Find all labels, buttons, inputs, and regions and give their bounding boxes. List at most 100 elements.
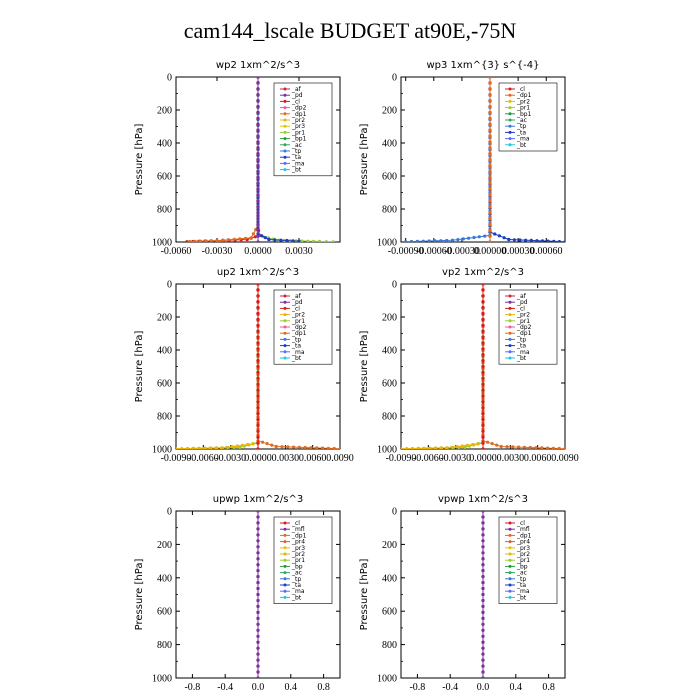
legend-marker: [508, 325, 512, 329]
series-marker: [256, 234, 260, 238]
series-marker: [185, 447, 189, 449]
series-marker: [256, 99, 260, 103]
series-marker: [286, 445, 290, 449]
x-tick-label: 0.00060: [530, 246, 563, 257]
x-tick-label: 0.0: [252, 682, 265, 693]
y-tick-label: 1000: [152, 674, 172, 685]
series-marker: [256, 598, 260, 603]
series-marker: [421, 239, 425, 242]
legend-marker: [508, 533, 512, 537]
series-line-dp1: [189, 77, 259, 242]
x-tick-label: -0.0060: [413, 453, 444, 464]
series-marker: [256, 311, 260, 316]
x-tick-label: 0.4: [510, 682, 523, 693]
series-marker: [256, 563, 260, 567]
series-marker: [481, 417, 485, 422]
series-marker: [405, 447, 409, 449]
legend-label: _mfl: [291, 526, 305, 533]
series-marker: [300, 239, 304, 242]
legend-label: _pr2: [291, 551, 305, 558]
series-marker: [256, 539, 260, 543]
series-marker: [256, 122, 260, 126]
series-marker: [256, 353, 260, 357]
series-marker: [433, 239, 437, 242]
legend-label: _pr3: [291, 123, 305, 130]
series-marker: [481, 429, 485, 433]
y-axis-label: Pressure [hPa]: [134, 559, 145, 631]
legend-marker: [508, 589, 512, 593]
series-marker: [546, 239, 550, 242]
y-tick-label: 800: [157, 640, 172, 651]
panel-0: wp2 1xm^2/s^3 Pressure [hPa] 0 200 400 600 800…: [134, 60, 341, 257]
series-marker: [488, 81, 492, 85]
legend-label: _tp: [291, 336, 301, 343]
series-marker: [256, 93, 260, 97]
series-marker: [226, 238, 230, 242]
series-marker: [481, 376, 485, 380]
series-marker: [263, 236, 267, 240]
series-marker: [256, 216, 260, 220]
legend-marker: [283, 350, 287, 354]
series-marker: [488, 157, 492, 162]
legend-label: _af: [291, 86, 302, 93]
series-marker: [471, 443, 475, 447]
y-tick-label: 800: [382, 640, 397, 651]
series-marker: [488, 77, 492, 79]
legend-marker: [283, 595, 287, 599]
series-marker: [481, 646, 485, 650]
series-marker: [488, 128, 492, 132]
y-tick-label: 400: [382, 139, 397, 150]
series-marker: [481, 521, 485, 525]
x-tick-label: 0.8: [317, 682, 330, 693]
series-marker: [256, 181, 260, 185]
series-marker: [488, 222, 492, 226]
series-marker: [274, 444, 278, 449]
panel-title: vpwp 1xm^2/s^3: [438, 494, 528, 505]
y-tick-label: 600: [382, 607, 397, 618]
series-marker: [512, 238, 517, 242]
series-marker: [256, 341, 260, 345]
series-marker: [285, 238, 289, 242]
x-tick-label: -0.0060: [188, 453, 219, 464]
legend-marker: [283, 331, 287, 335]
x-tick-label: 0.00000: [474, 246, 507, 257]
legend-label: _tp: [516, 123, 526, 130]
legend-label: _tp: [516, 576, 526, 583]
legend-label: _dp1: [291, 532, 307, 539]
legend-label: _bp1: [516, 111, 532, 118]
series-marker: [456, 238, 460, 242]
y-axis-label: Pressure [hPa]: [359, 331, 370, 403]
panel-title: vp2 1xm^2/s^3: [442, 267, 524, 278]
y-tick-label: 600: [382, 172, 397, 183]
legend-marker: [283, 533, 287, 537]
series-marker: [481, 284, 485, 286]
legend-label: _pr1: [291, 318, 305, 325]
legend-label: _bp: [516, 563, 528, 570]
series-marker: [256, 676, 260, 678]
series-marker: [481, 447, 485, 449]
series-marker: [481, 294, 485, 298]
series-group: [404, 77, 565, 242]
series-marker: [256, 406, 260, 410]
legend-marker: [508, 571, 512, 575]
legend-marker: [508, 350, 512, 354]
legend-marker: [283, 589, 287, 593]
series-marker: [256, 317, 260, 321]
legend-label: _dp1: [291, 330, 307, 337]
legend-marker: [283, 137, 287, 141]
legend-marker: [508, 577, 512, 581]
legend-label: _pr4: [291, 539, 305, 546]
x-tick-label: -0.00060: [416, 246, 452, 257]
series-marker: [481, 592, 485, 597]
legend-marker: [508, 118, 512, 122]
series-marker: [256, 193, 260, 197]
legend-marker: [283, 344, 287, 348]
series-marker: [338, 447, 340, 449]
legend-label: _dp1: [291, 111, 307, 118]
legend-label: _dp1: [516, 92, 532, 99]
x-tick-label: -0.00090: [388, 246, 424, 257]
legend-marker: [283, 93, 287, 97]
series-marker: [481, 563, 485, 567]
legend-marker: [283, 130, 287, 134]
series-marker: [209, 239, 214, 242]
